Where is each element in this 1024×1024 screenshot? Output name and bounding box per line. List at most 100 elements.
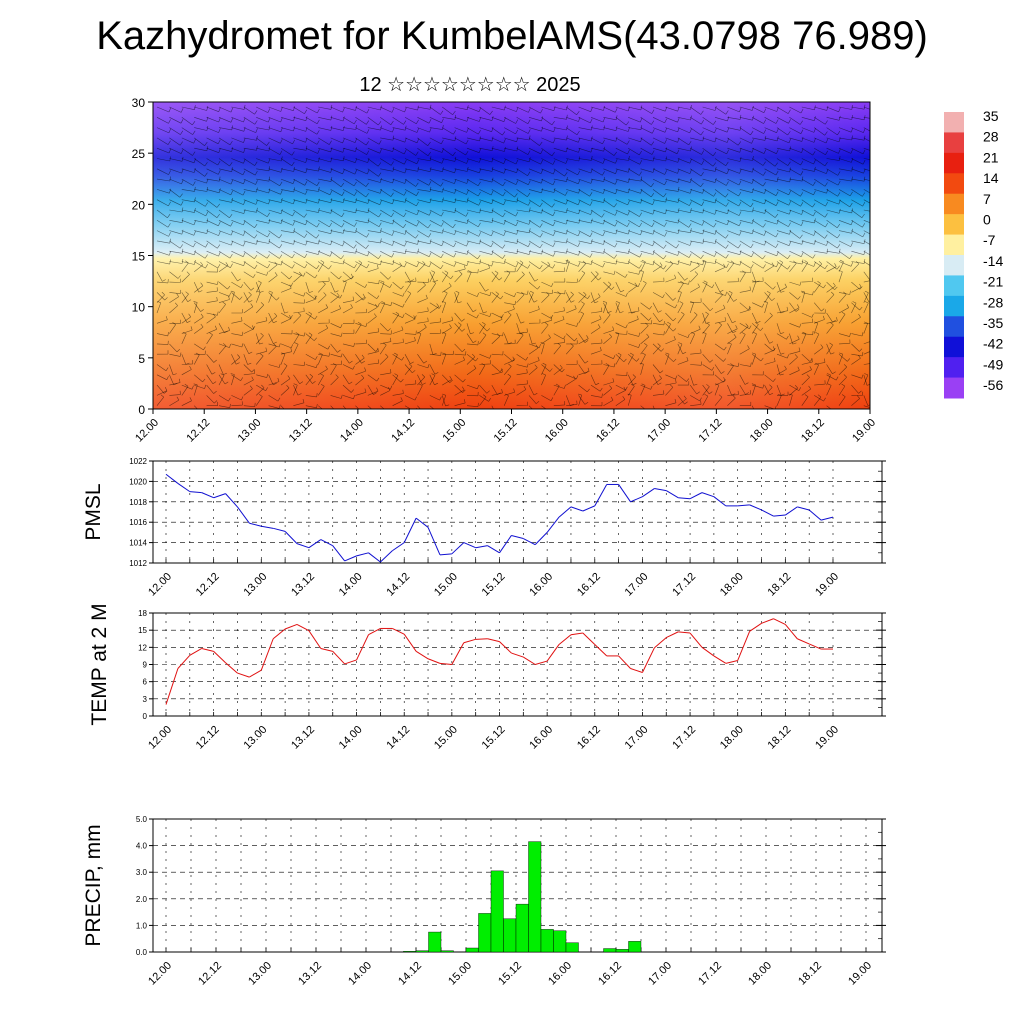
wind-barb bbox=[417, 332, 422, 344]
wind-barb bbox=[256, 188, 271, 194]
x-tick-label: 18.00 bbox=[746, 960, 774, 988]
wind-barb bbox=[751, 352, 756, 365]
wind-barb bbox=[727, 189, 742, 197]
wind-barb bbox=[516, 168, 531, 176]
wind-barb bbox=[677, 374, 690, 382]
wind-barb bbox=[677, 395, 688, 405]
wind-barb bbox=[640, 384, 653, 390]
wind-barb bbox=[776, 302, 785, 314]
wind-barb bbox=[851, 332, 864, 337]
wind-barb bbox=[429, 137, 444, 145]
wind-barb bbox=[752, 371, 764, 376]
wind-barb bbox=[280, 352, 286, 365]
wind-barb bbox=[380, 281, 392, 288]
wind-barb bbox=[454, 356, 465, 365]
wind-barb bbox=[566, 261, 581, 267]
wind-barb bbox=[417, 198, 432, 204]
wind-barb bbox=[714, 263, 726, 273]
wind-barb bbox=[776, 220, 791, 227]
wind-barb bbox=[702, 220, 717, 228]
field-highlight bbox=[153, 102, 870, 409]
wind-barb bbox=[628, 176, 643, 182]
wind-barb bbox=[280, 281, 293, 287]
wind-barb bbox=[566, 375, 576, 386]
wind-barb bbox=[628, 117, 643, 123]
wind-barb bbox=[231, 395, 244, 401]
wind-barb bbox=[603, 136, 618, 142]
wind-barb bbox=[293, 292, 306, 297]
series-line-segment bbox=[427, 527, 441, 556]
wind-barb bbox=[814, 178, 828, 187]
wind-barb bbox=[454, 323, 466, 332]
wind-barb bbox=[814, 188, 829, 194]
wind-barb bbox=[615, 147, 630, 155]
wind-barb bbox=[417, 137, 431, 146]
wind-barb bbox=[206, 287, 218, 293]
wind-barb bbox=[503, 270, 511, 283]
wind-barb bbox=[194, 250, 208, 259]
wind-barb bbox=[169, 156, 184, 162]
wind-barb bbox=[516, 189, 531, 197]
wind-barb bbox=[851, 395, 860, 406]
series-line-segment bbox=[463, 638, 476, 644]
wind-barb bbox=[702, 393, 709, 406]
wind-barb bbox=[764, 117, 779, 124]
wind-barb bbox=[355, 260, 363, 272]
wind-barb bbox=[268, 363, 281, 368]
colorbar-swatch bbox=[944, 275, 964, 297]
wind-barb bbox=[739, 229, 754, 234]
wind-barb bbox=[702, 106, 717, 111]
wind-barb bbox=[863, 240, 870, 245]
wind-barb bbox=[615, 384, 628, 391]
series-line-segment bbox=[392, 542, 405, 552]
wind-barb bbox=[280, 347, 292, 355]
wind-barb bbox=[417, 261, 426, 273]
wind-barb bbox=[603, 126, 618, 131]
wind-barb bbox=[677, 395, 687, 406]
wind-barb bbox=[752, 384, 765, 389]
wind-barb bbox=[689, 332, 696, 345]
wind-barb bbox=[528, 240, 543, 249]
wind-barb bbox=[578, 230, 593, 237]
wind-barb bbox=[194, 186, 208, 192]
wind-barb bbox=[429, 374, 439, 386]
wind-barb bbox=[714, 322, 722, 334]
series-line-segment bbox=[356, 634, 369, 661]
wind-barb bbox=[218, 373, 225, 386]
wind-barb bbox=[442, 106, 456, 115]
wind-barb bbox=[181, 313, 192, 324]
wind-barb bbox=[318, 167, 333, 173]
wind-barb bbox=[342, 208, 357, 214]
wind-barb bbox=[454, 158, 469, 164]
wind-barb bbox=[801, 291, 814, 296]
wind-barb bbox=[243, 250, 258, 259]
wind-barb bbox=[504, 261, 519, 268]
wind-barb bbox=[516, 401, 528, 406]
wind-barb bbox=[652, 405, 655, 409]
wind-barb bbox=[206, 168, 221, 175]
wind-barb bbox=[553, 189, 568, 196]
wind-barb bbox=[243, 303, 254, 314]
wind-barb bbox=[640, 127, 655, 134]
wind-barb bbox=[851, 189, 866, 197]
wind-barb bbox=[218, 281, 231, 290]
wind-barb bbox=[268, 290, 273, 303]
series-line-segment bbox=[284, 531, 298, 544]
field-xtick-label: 18.12 bbox=[799, 417, 827, 445]
wind-barb bbox=[491, 405, 494, 409]
wind-barb bbox=[342, 384, 355, 393]
wind-barb bbox=[590, 307, 603, 314]
wind-barb bbox=[727, 168, 742, 174]
y-tick-label: 1014 bbox=[129, 539, 147, 548]
y-tick-label: 15 bbox=[138, 626, 147, 635]
wind-barb bbox=[255, 332, 264, 345]
wind-barb bbox=[491, 315, 503, 324]
wind-barb bbox=[702, 302, 714, 312]
wind-barb bbox=[727, 390, 739, 396]
wind-barb bbox=[863, 117, 870, 119]
wind-barb bbox=[169, 396, 180, 406]
wind-barb bbox=[417, 178, 432, 186]
wind-barb bbox=[690, 136, 705, 142]
series-line-segment bbox=[737, 504, 750, 507]
